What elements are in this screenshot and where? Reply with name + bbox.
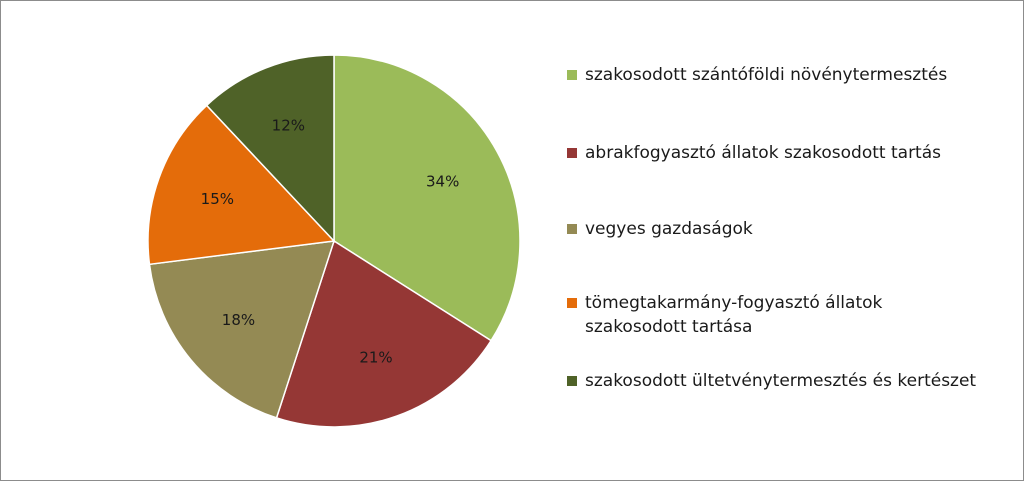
legend-swatch — [567, 298, 577, 308]
legend-swatch — [567, 148, 577, 158]
legend-swatch — [567, 224, 577, 234]
legend-item: tömegtakarmány-fogyasztó állatok szakoso… — [567, 291, 1017, 339]
pie-slice — [333, 54, 521, 342]
legend-label: vegyes gazdaságok — [585, 219, 753, 239]
slice-data-label: 12% — [272, 117, 305, 135]
legend-item: abrakfogyasztó állatok szakosodott tartá… — [567, 141, 1017, 165]
legend-swatch — [567, 376, 577, 386]
slice-data-label: 34% — [426, 172, 459, 190]
slice-data-label: 15% — [201, 190, 234, 208]
legend-label: abrakfogyasztó állatok szakosodott tartá… — [585, 143, 941, 163]
legend-label: szakosodott szántóföldi növénytermesztés — [585, 65, 948, 85]
pie-slice — [275, 239, 493, 428]
legend-swatch — [567, 70, 577, 80]
legend-item: szakosodott szántóföldi növénytermesztés — [567, 63, 1017, 87]
pie-slice — [148, 240, 336, 419]
legend-item: szakosodott ültetvénytermesztés és kerté… — [567, 369, 1017, 393]
legend-item: vegyes gazdaságok — [567, 217, 1017, 241]
pie-slice — [147, 104, 336, 266]
pie-slice — [205, 54, 335, 243]
slice-data-label: 18% — [222, 311, 255, 329]
legend-label: szakosodott ültetvénytermesztés és kerté… — [585, 371, 977, 391]
slice-data-label: 21% — [359, 349, 392, 367]
legend-label: tömegtakarmány-fogyasztó állatok szakoso… — [585, 293, 883, 337]
